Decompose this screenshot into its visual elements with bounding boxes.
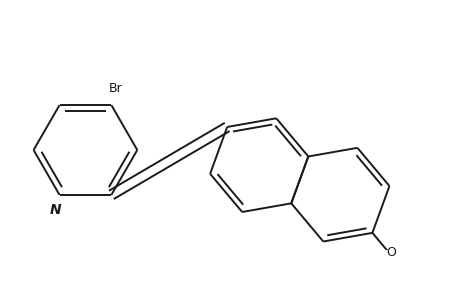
Text: O: O [385,246,395,259]
Text: Br: Br [108,82,122,95]
Text: N: N [50,203,61,217]
